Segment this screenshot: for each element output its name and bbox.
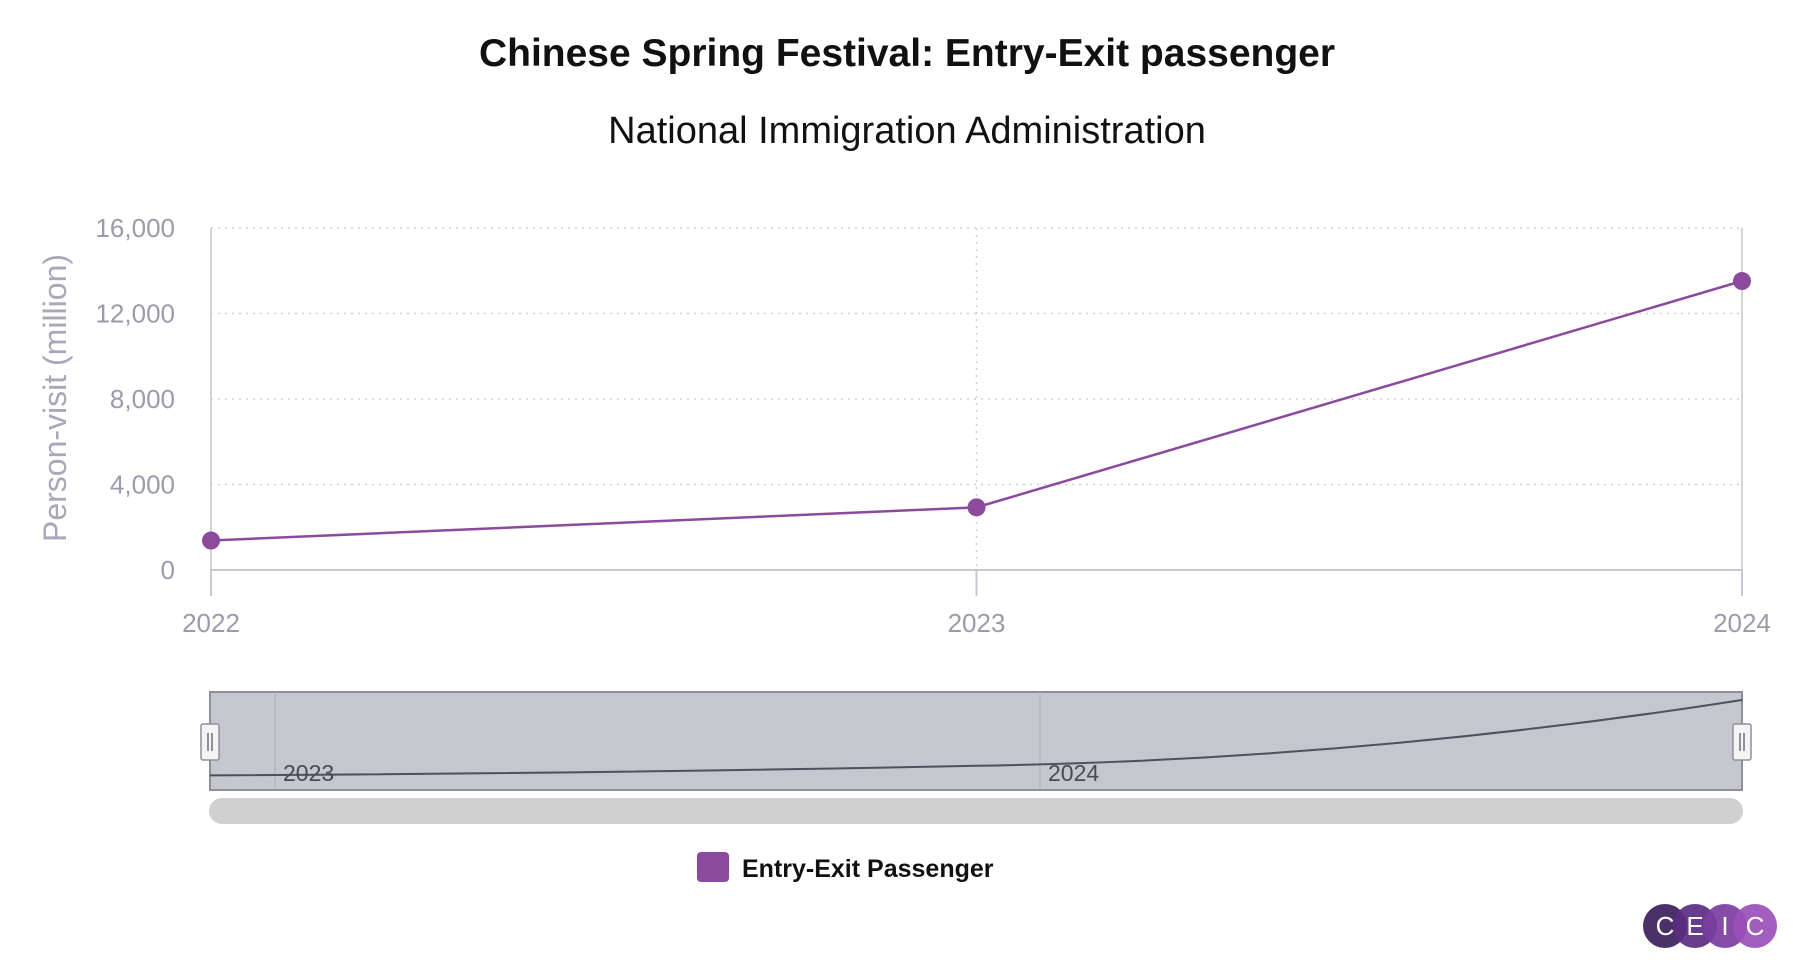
legend[interactable]: Entry-Exit Passenger [697,852,994,883]
x-tick-label: 2023 [948,608,1006,638]
logo-letter: I [1721,911,1728,941]
navigator-window[interactable] [209,691,1743,791]
x-tick-label: 2022 [182,608,240,638]
navigator-label-2023: 2023 [283,760,334,786]
series-layer [202,272,1751,550]
y-tick-label: 4,000 [110,470,175,500]
y-tick-label: 16,000 [95,213,175,243]
legend-label: Entry-Exit Passenger [742,855,994,883]
navigator-scrollbar[interactable] [209,798,1743,824]
navigator-label-2024: 2024 [1048,760,1099,786]
navigator[interactable]: 2023 2024 [200,691,1752,824]
axes: 0 4,000 8,000 12,000 16,000 2022 2023 2024 [95,213,1770,638]
navigator-left-handle[interactable] [200,723,220,761]
y-tick-label: 0 [161,555,175,585]
data-point[interactable] [1733,272,1751,291]
data-point[interactable] [202,531,220,550]
chart-title: Chinese Spring Festival: Entry-Exit pass… [479,32,1335,75]
navigator-series-line [209,699,1743,777]
navigator-right-handle[interactable] [1732,723,1752,761]
logo-circle [1733,904,1777,948]
x-tick-label: 2024 [1713,608,1771,638]
data-point[interactable] [967,498,986,517]
legend-swatch [697,852,729,882]
logo-letter: E [1686,911,1703,941]
y-tick-label: 8,000 [110,384,175,414]
chart-subtitle: National Immigration Administration [608,110,1206,152]
y-axis-label: Person-visit (million) [37,254,73,542]
logo-letter: C [1656,911,1675,941]
gridlines [211,227,1742,570]
y-tick-label: 12,000 [95,299,175,329]
logo-letter: C [1746,911,1765,941]
